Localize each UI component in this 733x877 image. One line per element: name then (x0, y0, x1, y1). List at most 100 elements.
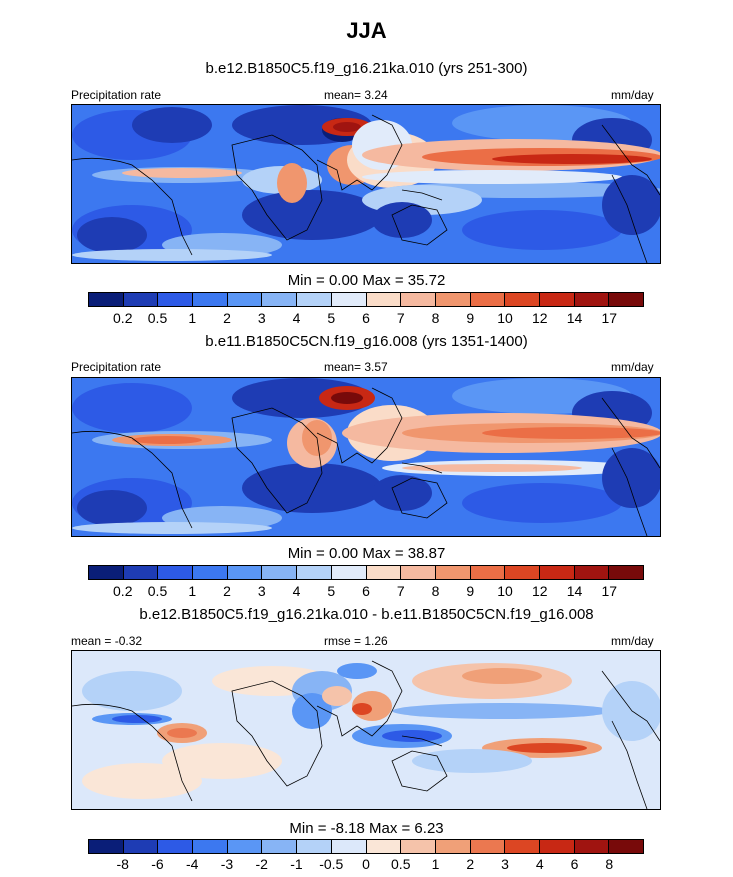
figure-title: JJA (346, 18, 387, 43)
panel-3-colorbar-swatch (193, 840, 228, 853)
panel-1-colorbar-tick-label: 6 (362, 310, 370, 326)
panel-2-colorbar-tick-label: 17 (601, 583, 618, 599)
panel-2-colorbar-swatch (435, 566, 471, 579)
panel-1-colorbar-swatch (227, 293, 263, 306)
panel-2-colorbar-swatch (89, 566, 124, 579)
panel-2-colorbar-tick-label: 9 (466, 583, 475, 599)
panel-3-colorbar-tick-label: 3 (501, 856, 509, 872)
panel-1-colorbar-swatch (331, 293, 367, 306)
panel-1-colorbar-tick-label: 8 (431, 310, 440, 326)
panel-2-colorbar-swatch (331, 566, 367, 579)
panel-1-colorbar-tick-label: 12 (531, 310, 548, 326)
panel-2-colorbar-tick-label: 8 (431, 583, 440, 599)
panel-2-colorbar-tick-label: 12 (531, 583, 548, 599)
panel-3-colorbar-tick-label: -4 (186, 856, 199, 872)
panel-1-colorbar-tick-label: 17 (601, 310, 618, 326)
panel-1-colorbar-swatch (539, 293, 575, 306)
panel-3-colorbar-tick-label: -8 (116, 856, 129, 872)
panel-2-colorbar-tick-label: 4 (292, 583, 301, 599)
panel-2-colorbar-tick-label: 10 (497, 583, 513, 599)
panel-1-colorbar-tick-label: 5 (327, 310, 336, 326)
panel-3-mean-label: mean = -0.32 (71, 634, 143, 648)
panel-2-colorbar-swatch (123, 566, 159, 579)
panel-2-colorbar-swatch (505, 566, 540, 579)
panel-2-colorbar-tick-label: 0.2 (113, 583, 133, 599)
panel-1-colorbar-swatch (262, 293, 298, 306)
panel-3-colorbar-tick-label: -6 (151, 856, 164, 872)
panel-1-colorbar-swatch (435, 293, 471, 306)
panel-3-colorbar-swatch (297, 840, 332, 853)
panel-3-minmax: Min = -8.18 Max = 6.23 (289, 820, 444, 837)
panel-1-title: b.e12.B1850C5.f19_g16.21ka.010 (yrs 251-… (205, 60, 528, 77)
panel-3-colorbar-tick-label: 0.5 (391, 856, 411, 872)
panel-2-map (71, 377, 661, 537)
panel-2-colorbar (88, 565, 644, 580)
panel-1-colorbar-tick-label: 7 (396, 310, 405, 326)
panel-3-colorbar-swatch (505, 840, 540, 853)
panel-3-colorbar-swatch (574, 840, 610, 853)
panel-3-colorbar-tick-label: -3 (220, 856, 234, 872)
panel-1-colorbar-tick-label: 1 (188, 310, 197, 326)
panel-1-colorbar-swatch (123, 293, 159, 306)
panel-3-colorbar-swatch (262, 840, 298, 853)
panel-1-colorbar-tick-label: 14 (566, 310, 583, 326)
panel-3-colorbar (88, 839, 644, 854)
panel-1-units-label: mm/day (611, 88, 654, 102)
panel-3-colorbar-tick-label: -0.5 (319, 856, 344, 872)
panel-2-colorbar-swatch (297, 566, 332, 579)
panel-3-colorbar-tick-label: 6 (570, 856, 579, 872)
panel-2-colorbar-swatch (574, 566, 610, 579)
panel-3-title: b.e12.B1850C5.f19_g16.21ka.010 - b.e11.B… (139, 606, 594, 623)
panel-2-colorbar-tick-label: 14 (566, 583, 583, 599)
panel-2-colorbar-swatch (158, 566, 194, 579)
panel-1-colorbar-swatch (366, 293, 402, 306)
panel-3-colorbar-tick-label: 8 (605, 856, 614, 872)
panel-2-colorbar-swatch (262, 566, 298, 579)
panel-1-colorbar-tick-label: 0.2 (113, 310, 133, 326)
panel-1-colorbar-swatch (609, 293, 643, 306)
panel-3-map-field (72, 651, 660, 809)
panel-3-colorbar-tick-label: -2 (255, 856, 268, 872)
panel-3-colorbar-swatch (227, 840, 263, 853)
panel-3-colorbar-tick-label: 0 (362, 856, 370, 872)
panel-3-colorbar-swatch (366, 840, 402, 853)
panel-3-colorbar-swatch (609, 840, 643, 853)
panel-3-colorbar-swatch (470, 840, 506, 853)
panel-1-colorbar-tick-label: 4 (292, 310, 301, 326)
panel-3-colorbar-swatch (123, 840, 159, 853)
panel-2-colorbar-swatch (366, 566, 402, 579)
panel-1-colorbar-swatch (297, 293, 332, 306)
panel-3-colorbar-swatch (401, 840, 436, 853)
panel-2-variable-label: Precipitation rate (71, 360, 162, 374)
panel-3-rmse-label: rmse = 1.26 (324, 634, 388, 648)
panel-1-colorbar-swatch (470, 293, 506, 306)
panel-2-colorbar-tick-label: 1 (188, 583, 197, 599)
panel-3-colorbar-tick-label: 1 (431, 856, 440, 872)
panel-2-colorbar-swatch (193, 566, 228, 579)
panel-2-units-label: mm/day (611, 360, 654, 374)
panel-3-colorbar-tick-label: 2 (466, 856, 475, 872)
panel-2-colorbar-tick-label: 2 (223, 583, 231, 599)
panel-3-colorbar-swatch (539, 840, 575, 853)
panel-2-colorbar-ticks: 0.2 0.5 1 2 3 4 5 6 7 8 9 10 12 14 17 (88, 583, 644, 599)
panel-1-colorbar-swatch (193, 293, 228, 306)
panel-2-colorbar-tick-label: 7 (396, 583, 405, 599)
panel-1-minmax: Min = 0.00 Max = 35.72 (287, 272, 446, 289)
panel-1-colorbar-swatch (574, 293, 610, 306)
panel-1-colorbar-tick-label: 0.5 (147, 310, 168, 326)
panel-2-colorbar-tick-label: 3 (257, 583, 266, 599)
panel-1-mean-label: mean= 3.24 (324, 88, 388, 102)
panel-2-colorbar-tick-label: 5 (327, 583, 336, 599)
panel-1-map (71, 104, 661, 264)
panel-1-colorbar-swatch (158, 293, 194, 306)
panel-3-colorbar-ticks: -8 -6 -4 -3 -2 -1 -0.5 0 0.5 1 2 3 4 6 8 (88, 856, 644, 872)
panel-1-colorbar-tick-label: 2 (223, 310, 231, 326)
panel-3-colorbar-swatch (158, 840, 194, 853)
panel-3-colorbar-swatch (435, 840, 471, 853)
panel-1-colorbar-ticks: 0.2 0.5 1 2 3 4 5 6 7 8 9 10 12 14 17 (88, 310, 644, 326)
panel-2-map-field (72, 378, 660, 536)
panel-3-colorbar-swatch (331, 840, 367, 853)
panel-3-colorbar-tick-label: -1 (290, 856, 303, 872)
panel-2-colorbar-swatch (401, 566, 436, 579)
panel-1-colorbar-tick-label: 10 (497, 310, 513, 326)
